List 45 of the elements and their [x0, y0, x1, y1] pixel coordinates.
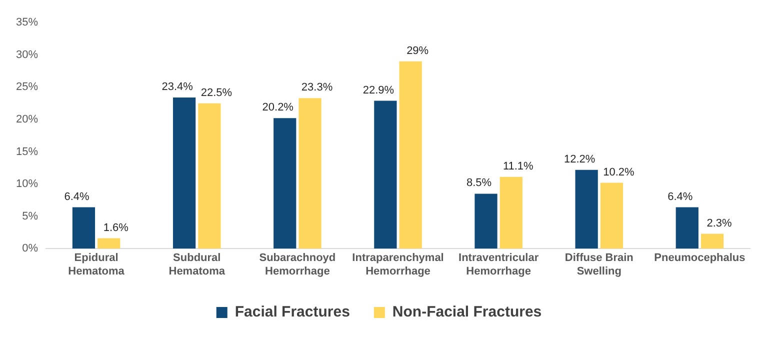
bar	[600, 182, 624, 249]
bar	[298, 98, 322, 249]
y-tick-label: 30%	[16, 48, 38, 61]
y-tick-label: 25%	[16, 81, 38, 94]
bar	[172, 98, 196, 249]
data-label: 23.3%	[301, 82, 333, 94]
legend-label: Facial Fractures	[234, 304, 350, 321]
data-label: 6.4%	[64, 190, 90, 203]
x-tick-label: Diffuse Brain Swelling	[564, 252, 634, 278]
bar	[72, 207, 96, 249]
bar	[700, 234, 724, 249]
x-tick-label: Subdural Hematoma	[168, 252, 226, 278]
data-label: 1.6%	[103, 222, 129, 234]
data-label: 29%	[406, 44, 429, 57]
bar	[198, 103, 221, 249]
y-tick-label: 35%	[16, 16, 38, 29]
data-label: 6.4%	[668, 190, 693, 203]
y-tick-label: 0%	[22, 242, 38, 255]
x-tick-label: Pneumocephalus	[654, 252, 746, 264]
bar	[374, 100, 397, 249]
y-tick-label: 10%	[16, 178, 38, 190]
data-label: 8.5%	[466, 177, 492, 190]
bar	[676, 207, 698, 249]
x-tick-label: Epidural Hematoma	[68, 252, 126, 278]
data-label: 11.1%	[502, 160, 534, 172]
data-label: 22.9%	[362, 84, 394, 96]
y-tick-label: 5%	[22, 210, 38, 222]
bar	[399, 61, 422, 249]
bar	[575, 170, 598, 249]
y-tick-label: 20%	[16, 113, 38, 126]
data-label: 10.2%	[603, 166, 635, 178]
data-label: 23.4%	[162, 81, 194, 94]
bar	[500, 176, 522, 249]
y-tick-label: 15%	[16, 146, 38, 158]
data-label: 2.3%	[706, 217, 732, 230]
bar	[274, 118, 296, 249]
bar	[98, 238, 120, 249]
x-tick-label: Intraparenchymal Hemorrhage	[352, 252, 444, 278]
data-label: 22.5%	[200, 86, 232, 99]
data-label: 12.2%	[564, 153, 596, 166]
bar	[474, 194, 498, 249]
legend-label: Non-Facial Fractures	[392, 304, 542, 321]
data-label: 20.2%	[262, 102, 294, 114]
x-tick-label: Intraventricular Hemorrhage	[458, 252, 540, 278]
x-tick-label: Subarachnoyd Hemorrhage	[259, 252, 336, 278]
